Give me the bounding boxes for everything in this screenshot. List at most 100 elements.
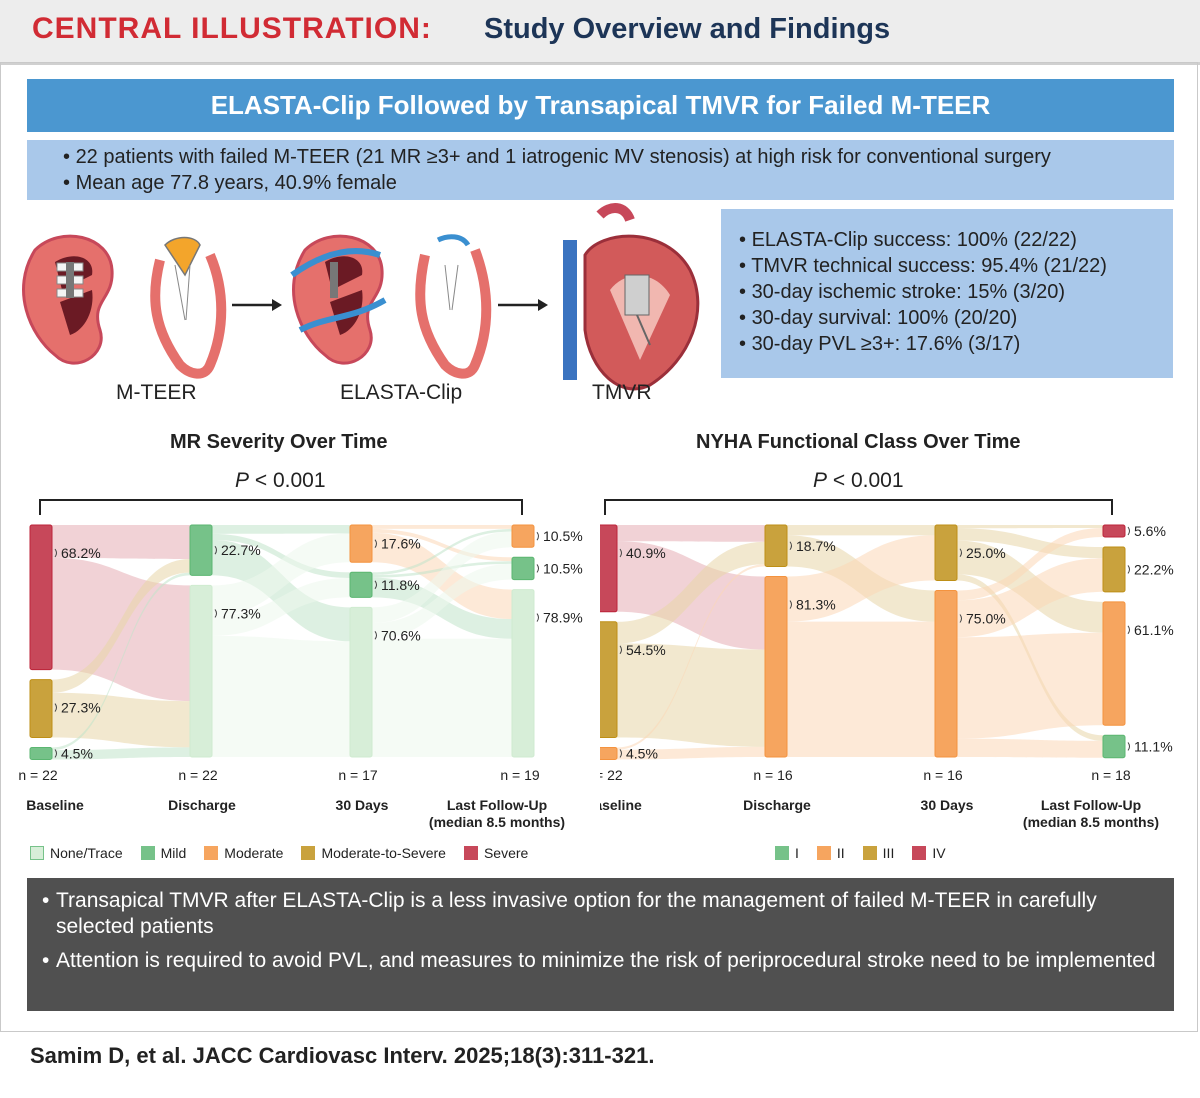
value-label: 11.8% (381, 577, 420, 593)
conclusions-box: Transapical TMVR after ELASTA-Clip is a … (27, 878, 1174, 1011)
sankey-node (29, 524, 53, 671)
timepoint-label: Discharge (168, 797, 236, 813)
flow-ribbon (372, 525, 512, 529)
n-label: n = 16 (923, 767, 963, 783)
sankey-node (1102, 734, 1126, 759)
n-label: n = 17 (338, 767, 378, 783)
legend-item: III (862, 845, 894, 861)
label-tick (959, 614, 962, 623)
flow-ribbon (52, 558, 190, 693)
legend-item: Mild (140, 845, 186, 861)
flow-ribbon (787, 535, 935, 622)
flow-ribbon (957, 528, 1103, 601)
node-layer (29, 524, 535, 760)
flow-ribbon (617, 643, 765, 747)
label-tick (1127, 526, 1130, 536)
mr-legend: None/Trace Mild Moderate Moderate-to-Sev… (30, 845, 546, 861)
flow-ribbon (212, 525, 350, 534)
value-label: 11.1% (1134, 738, 1173, 754)
flow-layer (52, 525, 512, 760)
value-label: 54.5% (626, 642, 666, 658)
sankey-node (349, 606, 373, 758)
label-tick (54, 703, 57, 712)
timepoint-label: Baseline (26, 797, 84, 813)
population-item: Mean age 77.8 years, 40.9% female (63, 170, 1138, 196)
outcome-item: 30-day ischemic stroke: 15% (3/20) (739, 279, 1155, 305)
sankey-node (511, 524, 535, 548)
timepoint-label: Baseline (600, 797, 642, 813)
value-label: 5.6% (1134, 523, 1166, 539)
mr-severity-chart: 68.2%27.3%4.5%n = 22Baseline22.7%77.3%n … (18, 499, 583, 830)
flow-ribbon (372, 528, 512, 575)
legend-item: I (775, 845, 799, 861)
label-tick (1127, 625, 1130, 635)
value-label: 81.3% (796, 597, 836, 613)
timepoint-sublabel: (median 8.5 months) (429, 814, 565, 830)
flow-ribbon (212, 539, 350, 642)
outcome-item: 30-day PVL ≥3+: 17.6% (3/17) (739, 331, 1155, 357)
study-banner: ELASTA-Clip Followed by Transapical TMVR… (27, 79, 1174, 132)
value-label: 17.6% (381, 536, 421, 552)
flow-ribbon (52, 525, 190, 559)
significance-bracket (604, 499, 1113, 515)
sankey-node (189, 584, 213, 758)
sankey-node (29, 679, 53, 738)
conclusion-item: Attention is required to avoid PVL, and … (42, 948, 1159, 974)
node-layer (600, 524, 1126, 760)
legend-swatch (862, 846, 877, 860)
flow-ribbon (787, 621, 935, 757)
sankey-node (764, 576, 788, 758)
legend-swatch (140, 846, 155, 860)
sankey-node (511, 589, 535, 758)
outcome-item: 30-day survival: 100% (20/20) (739, 305, 1155, 331)
n-label: n = 22 (178, 767, 218, 783)
sankey-node (600, 746, 618, 760)
conclusion-item: Transapical TMVR after ELASTA-Clip is a … (42, 888, 1159, 940)
flow-layer (617, 525, 1103, 760)
legend-item: Moderate-to-Severe (301, 845, 446, 861)
sankey-node (349, 571, 373, 598)
flow-ribbon (957, 738, 1103, 758)
legend-swatch (30, 846, 44, 860)
timepoint-label: Discharge (743, 797, 811, 813)
value-label: 10.5% (543, 528, 583, 544)
value-label: 70.6% (381, 627, 421, 643)
population-item: 22 patients with failed M-TEER (21 MR ≥3… (63, 144, 1138, 170)
elasta-valve-icon (290, 234, 387, 365)
timepoint-label: Last Follow-Up (1041, 797, 1141, 813)
procedure-label: M-TEER (116, 381, 197, 404)
flow-ribbon (787, 525, 935, 536)
sankey-node (1102, 524, 1126, 538)
sankey-node (600, 524, 618, 613)
legend-swatch (912, 846, 927, 860)
label-tick (619, 749, 622, 758)
legend-swatch (463, 846, 478, 860)
value-label: 40.9% (626, 545, 666, 561)
label-tick (1127, 742, 1130, 751)
significance-bracket (39, 499, 523, 515)
value-label: 75.0% (966, 611, 1006, 627)
value-label: 78.9% (543, 610, 583, 626)
label-tick (214, 609, 217, 618)
flow-ribbon (52, 572, 190, 751)
citation: Samim D, et al. JACC Cardiovasc Interv. … (30, 1043, 655, 1068)
label-tick (959, 548, 962, 558)
timepoint-sublabel: (median 8.5 months) (1023, 814, 1159, 830)
value-label: 4.5% (626, 745, 658, 761)
legend-swatch (301, 846, 316, 860)
label-tick (374, 539, 377, 548)
outcome-item: ELASTA-Clip success: 100% (22/22) (739, 227, 1155, 253)
flow-ribbon (617, 564, 765, 750)
p-value: P < 0.001 (235, 469, 326, 492)
sankey-node (1102, 546, 1126, 593)
label-tick (536, 531, 539, 541)
label-tick (54, 749, 57, 758)
flow-ribbon (372, 561, 512, 578)
flow-ribbon (52, 692, 190, 748)
header-title: Study Overview and Findings (484, 13, 891, 45)
flow-ribbon (957, 525, 1103, 529)
sankey-node (600, 621, 618, 738)
flow-ribbon (957, 528, 1103, 559)
label-tick (374, 631, 377, 640)
flow-ribbon (617, 541, 765, 644)
